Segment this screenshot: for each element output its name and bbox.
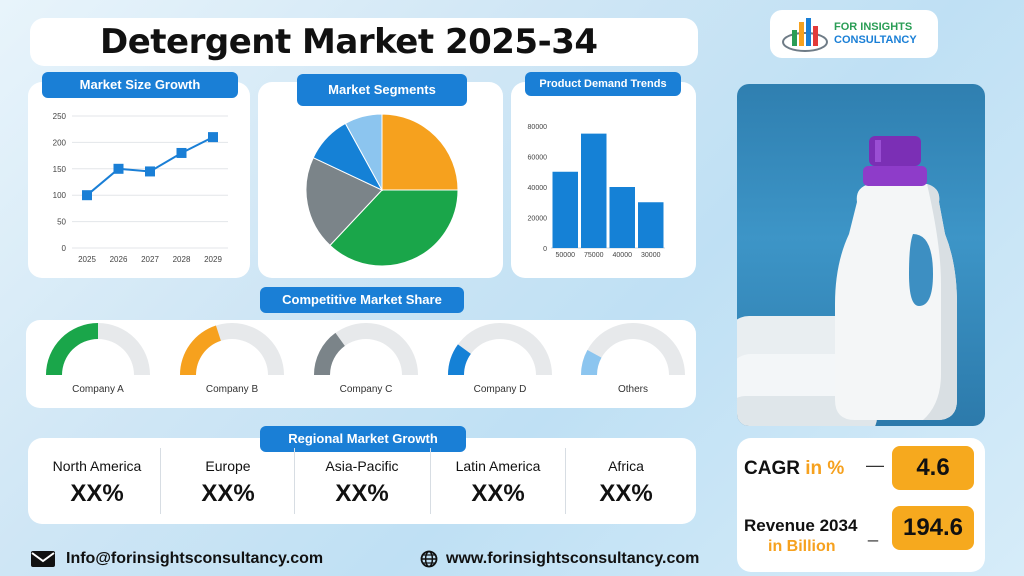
market-segments-heading: Market Segments <box>297 74 467 106</box>
product-demand-bar-chart: 80000 60000 40000 20000 0 50000 75000 40000 3000… <box>528 124 665 259</box>
page-title: Detergent Market 2025-34 <box>100 22 598 62</box>
revenue-value: 194.6 <box>892 506 974 550</box>
y-tick-label: 60000 <box>528 155 548 162</box>
gauge-fill <box>314 332 345 375</box>
company-logo[interactable]: FOR INSIGHTS CONSULTANCY <box>770 10 938 58</box>
gauge-fill <box>46 323 98 375</box>
region-name: Africa <box>608 458 644 474</box>
x-tick-label: 2026 <box>110 255 128 264</box>
divider <box>565 448 566 514</box>
logo-line-1: FOR INSIGHTS <box>834 21 913 33</box>
region-name: Europe <box>205 458 251 474</box>
y-tick-label: 80000 <box>528 124 548 131</box>
data-point <box>176 147 187 158</box>
detergent-bottle-photo <box>737 84 985 426</box>
region-value: XX% <box>335 480 389 507</box>
x-tick-label: 40000 <box>613 252 633 259</box>
data-point <box>113 163 124 174</box>
cagr-dash: — <box>866 455 884 475</box>
gauge-track <box>314 323 418 375</box>
data-point <box>145 166 155 177</box>
cagr-label: CAGR in % <box>744 458 844 480</box>
product-demand-heading: Product Demand Trends <box>525 72 681 96</box>
market-size-line-chart: 250 200 150 100 50 0 2025 2026 2027 2028 2029 <box>53 112 228 264</box>
y-tick-label: 200 <box>53 138 67 147</box>
gauge-fill <box>581 349 602 375</box>
revenue-unit: in Billion <box>768 538 836 555</box>
region-value: XX% <box>471 480 525 507</box>
y-tick-label: 50 <box>57 218 66 227</box>
cagr-label-text: CAGR <box>744 458 800 479</box>
x-tick-label: 75000 <box>584 252 604 259</box>
y-tick-label: 0 <box>62 244 67 253</box>
region-name: Asia-Pacific <box>325 458 399 474</box>
bar-chart-globe-logo-icon <box>782 18 828 52</box>
cagr-unit: in % <box>805 458 845 479</box>
bar <box>581 133 607 248</box>
regional-card <box>28 438 696 524</box>
bar <box>609 187 635 248</box>
data-point <box>82 190 92 201</box>
pie-slice <box>381 113 459 191</box>
pie-slice <box>305 156 383 247</box>
regional-heading: Regional Market Growth <box>260 426 466 452</box>
divider <box>430 448 431 514</box>
revenue-dash: _ <box>868 522 879 542</box>
x-tick-label: 2029 <box>204 255 222 264</box>
title-banner <box>30 18 698 66</box>
y-tick-label: 40000 <box>528 185 548 192</box>
x-tick-label: 2028 <box>173 255 191 264</box>
region-value: XX% <box>599 480 653 507</box>
website-link[interactable]: www.forinsightsconsultancy.com <box>446 550 700 567</box>
data-point <box>208 132 218 143</box>
cagr-value: 4.6 <box>892 446 974 490</box>
gauge-track <box>581 323 685 375</box>
revenue-label: Revenue 2034 <box>744 516 858 535</box>
gauge-label: Company C <box>339 384 393 395</box>
pie-slice <box>329 189 459 267</box>
bar <box>638 202 664 248</box>
y-tick-label: 20000 <box>528 216 548 223</box>
y-tick-label: 150 <box>53 165 67 174</box>
globe-icon <box>420 550 438 568</box>
gauge-track <box>448 323 552 375</box>
x-tick-label: 50000 <box>556 252 576 259</box>
gauge-label: Company B <box>205 384 259 395</box>
email-link[interactable]: Info@forinsightsconsultancy.com <box>66 550 324 567</box>
gauge-label: Company D <box>473 384 527 395</box>
x-tick-label: 30000 <box>641 252 661 259</box>
region-name: Latin America <box>455 458 541 474</box>
competition-heading: Competitive Market Share <box>260 287 464 313</box>
gauge-label: Company A <box>72 384 124 395</box>
market-segments-pie-chart <box>305 113 459 267</box>
region-value: XX% <box>70 480 124 507</box>
divider <box>160 448 161 514</box>
market-size-card <box>28 82 250 278</box>
y-tick-label: 250 <box>53 112 67 121</box>
divider <box>294 448 295 514</box>
x-tick-label: 2025 <box>78 255 96 264</box>
x-tick-label: 2027 <box>141 255 159 264</box>
pie-slice <box>344 113 383 191</box>
gauge-fill <box>180 325 221 375</box>
logo-line-2: CONSULTANCY <box>834 34 917 46</box>
series-line <box>86 136 214 196</box>
y-tick-label: 100 <box>53 191 67 200</box>
region-name: North America <box>52 458 142 474</box>
email-icon <box>31 551 55 567</box>
market-size-heading: Market Size Growth <box>42 72 238 98</box>
bar <box>552 171 578 248</box>
y-tick-label: 0 <box>543 246 547 253</box>
competition-gauges <box>46 323 685 375</box>
gauge-fill <box>448 344 471 375</box>
detergent-bottle-icon <box>737 136 957 426</box>
gauge-label: Others <box>617 384 648 395</box>
region-value: XX% <box>201 480 255 507</box>
